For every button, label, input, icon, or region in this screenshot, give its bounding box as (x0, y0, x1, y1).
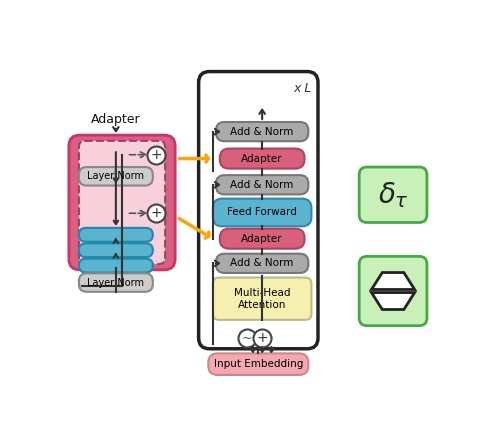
Text: Adapter: Adapter (91, 113, 140, 126)
FancyBboxPatch shape (208, 354, 308, 375)
Text: Multi-Head
Attention: Multi-Head Attention (234, 288, 291, 310)
Polygon shape (371, 272, 415, 290)
Text: +: + (150, 148, 162, 162)
FancyBboxPatch shape (359, 167, 427, 222)
Text: Adapter: Adapter (242, 234, 283, 244)
Text: +: + (150, 206, 162, 220)
FancyBboxPatch shape (79, 141, 165, 264)
FancyBboxPatch shape (79, 167, 153, 186)
Text: Layer Norm: Layer Norm (87, 278, 144, 288)
FancyBboxPatch shape (79, 228, 153, 242)
Text: Add & Norm: Add & Norm (230, 258, 294, 268)
Text: Feed Forward: Feed Forward (227, 208, 297, 218)
Text: ~: ~ (242, 331, 252, 344)
Polygon shape (371, 293, 415, 310)
Text: Adapter: Adapter (242, 153, 283, 164)
FancyBboxPatch shape (216, 254, 308, 273)
Text: $\delta_{\tau}$: $\delta_{\tau}$ (378, 180, 408, 210)
FancyBboxPatch shape (213, 278, 312, 320)
FancyBboxPatch shape (220, 149, 305, 169)
FancyBboxPatch shape (69, 135, 175, 270)
FancyBboxPatch shape (79, 259, 153, 272)
FancyBboxPatch shape (216, 175, 308, 194)
Text: Layer Norm: Layer Norm (87, 171, 144, 181)
FancyBboxPatch shape (79, 243, 153, 257)
FancyBboxPatch shape (79, 273, 153, 292)
FancyBboxPatch shape (199, 72, 318, 349)
Text: Add & Norm: Add & Norm (230, 126, 294, 136)
FancyBboxPatch shape (216, 122, 308, 141)
Text: Add & Norm: Add & Norm (230, 180, 294, 190)
FancyBboxPatch shape (220, 228, 305, 249)
FancyBboxPatch shape (359, 256, 427, 326)
FancyBboxPatch shape (213, 199, 312, 226)
Text: Input Embedding: Input Embedding (214, 359, 303, 369)
Text: +: + (256, 331, 268, 345)
Text: x L: x L (294, 82, 312, 95)
